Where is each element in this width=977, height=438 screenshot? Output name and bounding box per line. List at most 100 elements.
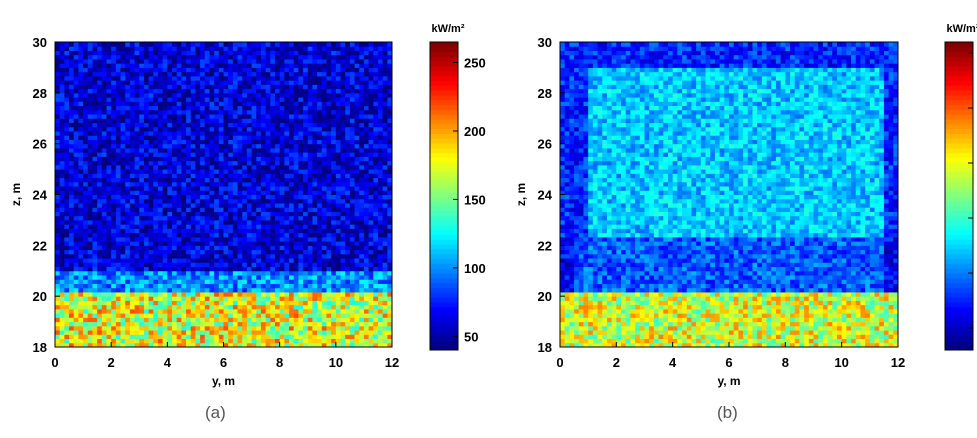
- heatmap-cell: [181, 338, 187, 344]
- heatmap-cell: [293, 258, 299, 263]
- heatmap-cell: [293, 207, 299, 212]
- heatmap-cell: [260, 152, 267, 157]
- heatmap-cell: [340, 287, 346, 293]
- heatmap-cell: [162, 143, 168, 149]
- heatmap-cell: [59, 101, 65, 107]
- heatmap-cell: [387, 232, 393, 238]
- heatmap-cell: [274, 105, 281, 111]
- heatmap-cell: [73, 270, 79, 276]
- heatmap-cell: [228, 279, 234, 284]
- heatmap-cell: [382, 190, 388, 195]
- heatmap-cell: [387, 67, 393, 73]
- heatmap-cell: [115, 147, 122, 153]
- heatmap-cell: [246, 160, 253, 166]
- heatmap-cell: [200, 330, 206, 335]
- heatmap-cell: [335, 173, 342, 179]
- heatmap-cell: [232, 186, 239, 191]
- heatmap-cell: [55, 321, 61, 327]
- heatmap-cell: [349, 304, 356, 310]
- heatmap-cell: [92, 317, 98, 323]
- heatmap-cell: [106, 147, 112, 153]
- heatmap-cell: [251, 262, 257, 268]
- heatmap-cell: [176, 194, 182, 200]
- heatmap-cell: [190, 143, 196, 149]
- heatmap-cell: [331, 160, 337, 166]
- heatmap-cell: [111, 258, 117, 263]
- heatmap-cell: [139, 321, 145, 327]
- heatmap-cell: [172, 80, 178, 85]
- heatmap-cell: [326, 105, 332, 111]
- heatmap-cell: [321, 186, 327, 191]
- heatmap-cell: [115, 283, 122, 289]
- heatmap-cell: [317, 177, 323, 183]
- heatmap-cell: [162, 135, 168, 140]
- heatmap-cell: [125, 101, 131, 107]
- heatmap-cell: [326, 279, 332, 284]
- heatmap-cell: [143, 126, 150, 132]
- heatmap-cell: [120, 334, 126, 340]
- heatmap-cell: [340, 338, 346, 344]
- heatmap-cell: [274, 317, 281, 323]
- heatmap-cell: [167, 325, 173, 331]
- heatmap-cell: [120, 186, 126, 191]
- heatmap-cell: [321, 304, 327, 310]
- heatmap-cell: [214, 283, 220, 289]
- heatmap-cell: [237, 325, 243, 331]
- heatmap-cell: [359, 253, 365, 259]
- heatmap-cell: [106, 313, 112, 318]
- heatmap-cell: [190, 88, 196, 94]
- heatmap-cell: [162, 139, 168, 145]
- heatmap-cell: [83, 342, 89, 348]
- heatmap-cell: [260, 313, 267, 318]
- heatmap-cell: [186, 224, 192, 229]
- heatmap-cell: [64, 143, 70, 149]
- heatmap-cell: [59, 198, 65, 204]
- heatmap-cell: [204, 211, 210, 217]
- heatmap-cell: [153, 173, 159, 179]
- heatmap-cell: [134, 173, 140, 179]
- heatmap-cell: [167, 232, 173, 238]
- heatmap-cell: [92, 80, 98, 85]
- heatmap-cell: [69, 101, 75, 107]
- heatmap-cell: [382, 274, 388, 280]
- heatmap-cell: [340, 211, 346, 217]
- heatmap-cell: [260, 241, 267, 246]
- heatmap-cell: [326, 109, 332, 115]
- heatmap-cell: [204, 249, 210, 255]
- heatmap-cell: [312, 63, 318, 68]
- heatmap-cell: [115, 160, 122, 166]
- heatmap-cell: [153, 190, 159, 195]
- heatmap-cell: [200, 63, 206, 68]
- heatmap-cell: [349, 63, 356, 68]
- heatmap-cell: [331, 224, 337, 229]
- heatmap-cell: [111, 97, 117, 102]
- heatmap-cell: [246, 126, 253, 132]
- heatmap-cell: [209, 173, 215, 179]
- heatmap-cell: [172, 143, 178, 149]
- heatmap-cell: [303, 84, 309, 90]
- heatmap-cell: [373, 258, 379, 263]
- heatmap-cell: [237, 283, 243, 289]
- heatmap-cell: [64, 101, 70, 107]
- heatmap-cell: [134, 241, 140, 246]
- heatmap-cell: [359, 321, 365, 327]
- heatmap-cell: [279, 317, 285, 323]
- heatmap-cell: [373, 334, 379, 340]
- heatmap-cell: [387, 63, 393, 68]
- heatmap-cell: [101, 300, 107, 306]
- heatmap-cell: [73, 321, 79, 327]
- heatmap-cell: [326, 300, 332, 306]
- heatmap-cell: [143, 114, 150, 119]
- heatmap-cell: [83, 105, 89, 111]
- heatmap-cell: [289, 224, 295, 229]
- heatmap-cell: [195, 249, 201, 255]
- heatmap-cell: [176, 249, 182, 255]
- heatmap-cell: [223, 202, 229, 208]
- heatmap-cell: [200, 207, 206, 212]
- heatmap-cell: [148, 101, 154, 107]
- heatmap-cell: [270, 308, 276, 314]
- heatmap-cell: [237, 177, 243, 183]
- heatmap-cell: [260, 147, 267, 153]
- heatmap-cell: [59, 139, 65, 145]
- heatmap-cell: [111, 291, 117, 297]
